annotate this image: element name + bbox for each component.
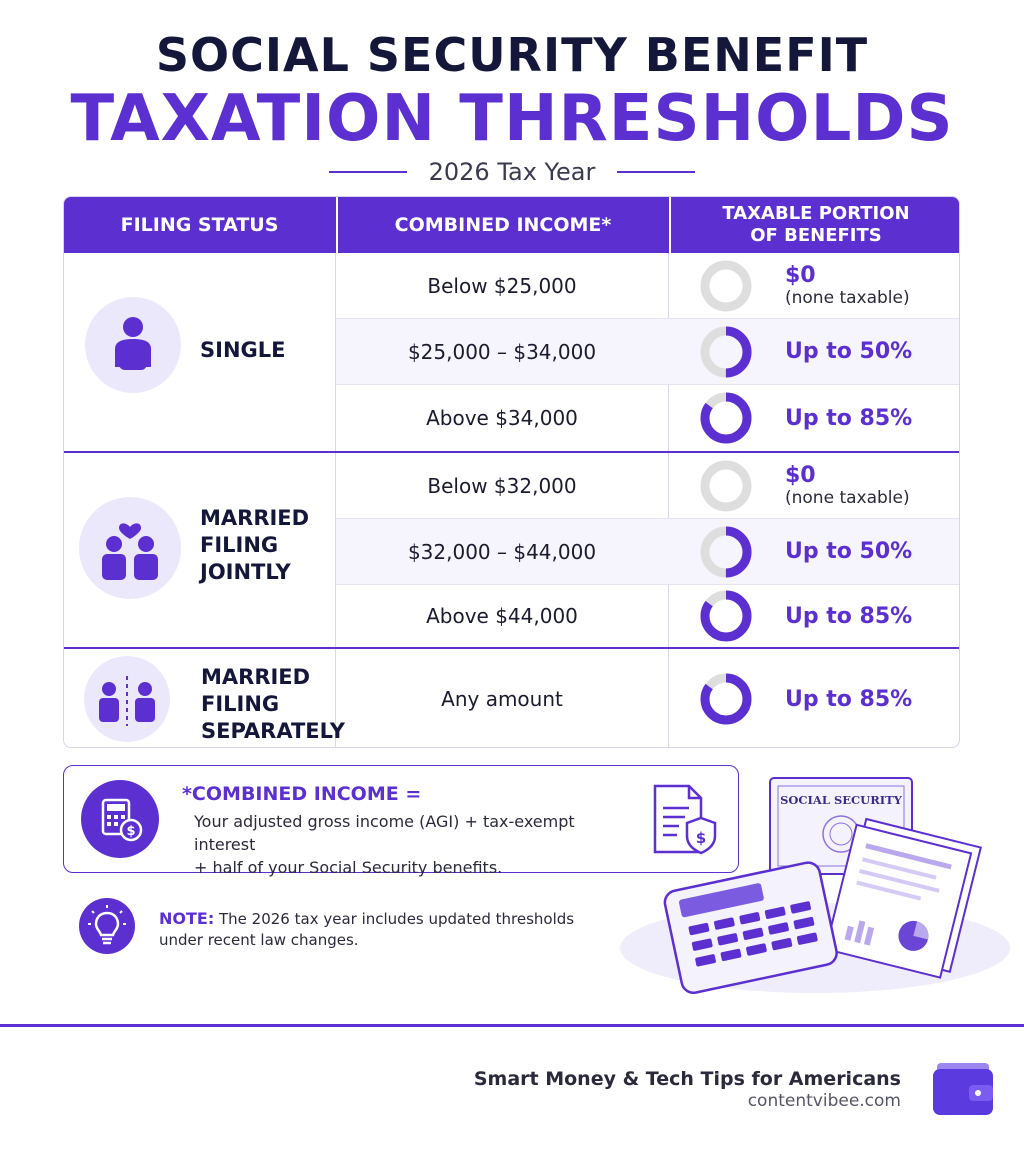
combined-income-definition: Your adjusted gross income (AGI) + tax-e…	[194, 810, 634, 879]
combined-income-line1: Your adjusted gross income (AGI) + tax-e…	[194, 812, 575, 854]
taxable-portion-value: Up to 85%	[785, 686, 913, 712]
taxable-portion-value: $0	[785, 263, 816, 288]
filing-status-cell: MARRIED FILING SEPARATELY	[64, 649, 345, 747]
combined-income-value: Below $25,000	[427, 273, 577, 298]
footer-tagline: Smart Money & Tech Tips for Americans	[473, 1068, 901, 1090]
table-row: Below $32,000 $0 (none taxable)	[336, 453, 959, 519]
table-row: $32,000 – $44,000 Up to 50%	[336, 519, 959, 585]
table-row: $25,000 – $34,000 Up to 50%	[336, 319, 959, 385]
taxable-portion-cell: Up to 50%	[785, 519, 912, 584]
combined-income-title: *COMBINED INCOME =	[182, 783, 422, 805]
header-combined-income: COMBINED INCOME*	[336, 197, 668, 253]
filing-status-cell: SINGLE	[64, 253, 335, 451]
note-body: The 2026 tax year includes updated thres…	[159, 910, 575, 949]
threshold-table: FILING STATUS COMBINED INCOME* TAXABLE P…	[63, 196, 960, 748]
calculator-card-illustration: SOCIAL SECURITY	[610, 770, 1010, 1000]
taxable-portion-donut	[700, 590, 752, 642]
taxable-portion-note: (none taxable)	[785, 488, 910, 508]
column-divider	[668, 253, 669, 747]
group-separator	[64, 647, 959, 649]
taxable-portion-cell: Up to 85%	[785, 385, 912, 451]
table-row: Above $34,000 Up to 85%	[336, 385, 959, 451]
taxable-portion-donut	[700, 326, 752, 378]
subtitle-rule-left	[328, 171, 407, 173]
taxable-portion-cell: $0 (none taxable)	[785, 453, 910, 518]
subtitle-rule-right	[617, 171, 696, 173]
combined-income-value: $25,000 – $34,000	[407, 339, 597, 364]
card-label: SOCIAL SECURITY	[780, 793, 903, 807]
taxable-portion-cell: Up to 85%	[785, 649, 913, 747]
header-taxable-portion: TAXABLE PORTION OF BENEFITS	[669, 197, 959, 253]
filing-status-label: MARRIED FILING JOINTLY	[200, 506, 310, 584]
taxable-portion-cell: Up to 50%	[785, 319, 912, 384]
combined-income-value: Above $44,000	[426, 604, 578, 628]
taxable-portion-note: (none taxable)	[785, 288, 910, 308]
calculator-dollar-icon: $	[81, 780, 159, 858]
page-title-line2: TAXATION THRESHOLDS	[70, 82, 954, 156]
svg-text:$: $	[126, 824, 135, 839]
column-divider	[335, 253, 336, 747]
taxable-portion-cell: $0 (none taxable)	[785, 253, 910, 318]
wallet-icon	[931, 1061, 995, 1117]
table-row: Above $44,000 Up to 85%	[336, 585, 959, 647]
taxable-portion-donut	[700, 460, 752, 512]
separated-couple-icon	[84, 656, 170, 742]
donut-arc	[700, 392, 752, 444]
svg-text:$: $	[696, 829, 706, 847]
note-text: NOTE: The 2026 tax year includes updated…	[159, 908, 579, 951]
donut-arc	[700, 590, 752, 642]
combined-income-line2: + half of your Social Security benefits.	[194, 858, 503, 877]
taxable-portion-value: Up to 50%	[785, 339, 913, 364]
taxable-portion-value: Up to 85%	[785, 603, 913, 629]
filing-status-cell: MARRIED FILING JOINTLY	[64, 453, 335, 647]
taxable-portion-donut	[700, 392, 752, 444]
subtitle-row: 2026 Tax Year	[0, 156, 1024, 188]
filing-status-label: SINGLE	[200, 338, 286, 362]
donut-arc	[700, 673, 752, 725]
subtitle: 2026 Tax Year	[428, 158, 596, 186]
footer-url: contentvibee.com	[747, 1091, 901, 1111]
table-row: Any amount Up to 85%	[336, 649, 959, 747]
taxable-portion-value: $0	[785, 463, 816, 488]
page-title-line1: SOCIAL SECURITY BENEFIT	[155, 28, 869, 82]
couple-heart-icon	[79, 497, 181, 599]
donut-arc	[700, 326, 752, 377]
taxable-portion-donut	[700, 260, 752, 312]
combined-income-value: Any amount	[441, 687, 563, 711]
document-shield-icon: $	[649, 782, 721, 858]
lightbulb-icon	[79, 898, 135, 954]
footer-divider	[0, 1024, 1024, 1027]
donut-arc	[700, 526, 752, 577]
single-person-icon	[85, 297, 181, 393]
taxable-portion-value: Up to 85%	[785, 405, 913, 431]
table-row: Below $25,000 $0 (none taxable)	[336, 253, 959, 319]
combined-income-value: Below $32,000	[427, 473, 577, 498]
combined-income-value: $32,000 – $44,000	[407, 539, 597, 564]
filing-status-label: MARRIED FILING SEPARATELY	[201, 665, 345, 743]
combined-income-value: Above $34,000	[426, 406, 578, 430]
taxable-portion-value: Up to 50%	[785, 539, 913, 564]
taxable-portion-cell: Up to 85%	[785, 585, 912, 647]
group-separator	[64, 451, 959, 453]
note-label: NOTE:	[159, 909, 215, 928]
taxable-portion-donut	[700, 673, 752, 725]
header-filing-status: FILING STATUS	[120, 214, 279, 236]
taxable-portion-donut	[700, 526, 752, 578]
combined-income-box: $ *COMBINED INCOME = Your adjusted gross…	[63, 765, 739, 877]
table-header: FILING STATUS COMBINED INCOME* TAXABLE P…	[64, 197, 959, 253]
